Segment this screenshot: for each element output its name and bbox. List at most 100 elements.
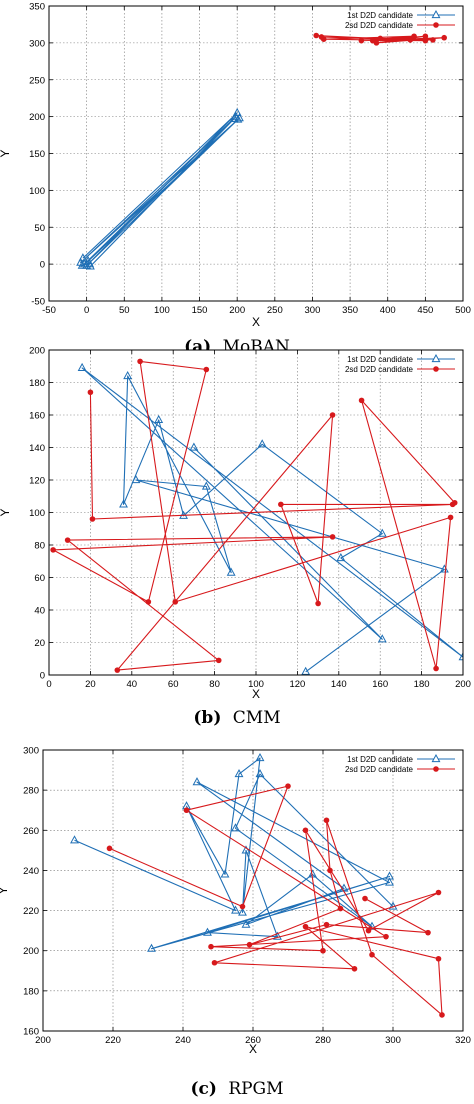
- panel-c-series-1-point: [231, 823, 240, 832]
- panel-a-series-2-point: [377, 35, 384, 42]
- panel-b-xtick-label: 180: [414, 679, 430, 690]
- panel-a-y-axis-label: Y: [0, 149, 12, 157]
- panel-a-series-1-point: [233, 114, 243, 123]
- panel-c-ytick-label: 300: [23, 746, 39, 757]
- panel-c-series-2-point: [362, 895, 368, 902]
- panel-c-series-1-point: [385, 877, 394, 886]
- panel-a-series-1-point: [78, 253, 88, 262]
- panel-b-series-1-point: [226, 567, 236, 576]
- panel-a-legend-label-1: 1st D2D candidate: [347, 11, 413, 20]
- panel-b-series-2-point: [329, 412, 336, 418]
- panel-a-series-1-point: [85, 259, 95, 268]
- panel-c-xtick-label: 200: [35, 1035, 51, 1046]
- panel-c-series-1-point: [241, 919, 251, 928]
- panel-c-series-2-point: [365, 927, 372, 934]
- panel-b-ytick-label: 180: [29, 378, 45, 389]
- panel-c-rpgm-chart: 200 220 240 260 280 300 320 160 180 200 220 240 260 2…: [0, 746, 471, 1057]
- panel-a-ytick-label: -50: [31, 297, 45, 308]
- panel-b-ytick-label: 60: [34, 573, 45, 584]
- panel-b-xtick-label: 80: [209, 679, 220, 690]
- panel-c-y-axis-label: Y: [0, 886, 10, 894]
- panel-c-xtick-label: 300: [385, 1035, 401, 1046]
- panel-b-legend-marker-1: [431, 353, 441, 363]
- panel-c-series-1-point: [231, 905, 240, 914]
- panel-c-legend-marker-2: [433, 766, 439, 772]
- panel-c-ytick-label: 220: [23, 906, 39, 917]
- panel-a-xtick-label: 200: [229, 305, 245, 316]
- panel-a-series-2-point: [422, 33, 429, 40]
- panel-b-series-2-point: [315, 600, 321, 607]
- panel-c-series-2-point: [320, 947, 326, 954]
- panel-b-series-2-point: [145, 599, 152, 605]
- panel-a-xtick-label: 150: [192, 305, 208, 316]
- panel-b-x-axis-label: X: [252, 687, 260, 701]
- panel-c-series-2-point: [183, 807, 190, 814]
- panel-b-series-2-point: [358, 397, 365, 404]
- panel-b-series-2-point: [278, 501, 284, 508]
- panel-b-series-1-point: [77, 362, 87, 371]
- panel-b-ytick-label: 100: [29, 508, 45, 519]
- panel-b-series-1-point: [377, 634, 387, 643]
- panel-c-legend-marker-1: [431, 753, 441, 763]
- panel-b-xtick-label: 120: [289, 679, 305, 690]
- panel-a-xtick-label: 450: [417, 305, 433, 316]
- panel-b-series-1-point: [301, 666, 311, 675]
- panel-b-series-1-point: [336, 552, 346, 562]
- panel-c-series-1-point: [203, 927, 212, 936]
- panel-a-ytick-label: 0: [40, 260, 45, 271]
- panel-b-series-2-point: [329, 534, 336, 540]
- panel-a-series-2-point: [369, 37, 376, 44]
- panel-a-xtick-label: 400: [380, 305, 396, 316]
- panel-b-legend-label-2: 2sd D2D candidate: [345, 365, 414, 374]
- panel-b-series-1-line: [81, 367, 463, 673]
- panel-b-caption-text: CMM: [233, 708, 281, 728]
- panel-b-ytick-label: 200: [29, 346, 45, 357]
- panel-a-series-1-point: [234, 113, 244, 122]
- panel-a-ytick-label: 50: [34, 223, 45, 234]
- panel-b-caption-label: (b): [193, 708, 221, 728]
- panel-a-xtick-label: 100: [154, 305, 170, 316]
- panel-b-series-2-point: [451, 499, 458, 506]
- panel-a-ytick-label: 200: [29, 112, 45, 123]
- panel-b-xtick-label: 40: [127, 679, 138, 690]
- panel-a-ytick-label: 150: [29, 149, 45, 160]
- panel-b-series-2-point: [87, 389, 94, 396]
- panel-c-xtick-label: 220: [105, 1035, 121, 1046]
- panel-c-series-2-point: [435, 955, 442, 962]
- panel-b-series-2-point: [50, 547, 56, 553]
- panel-c-series-2-point: [323, 817, 330, 824]
- panel-b-series-2-point: [89, 516, 96, 522]
- panel-a-series-2-point: [313, 32, 320, 39]
- panel-a-frame: [48, 5, 464, 302]
- panel-a-legend-label-2: 2sd D2D candidate: [345, 21, 414, 30]
- panel-a-legend-marker-1: [431, 9, 441, 19]
- panel-c-series-group: [70, 752, 445, 1018]
- panel-b-xtick-label: 0: [46, 679, 51, 690]
- panel-c-series-1-point: [220, 869, 230, 878]
- panel-a-series-2-point: [411, 33, 417, 40]
- panel-a-x-axis-label: X: [252, 315, 260, 329]
- panel-c-series-2-point: [369, 951, 375, 958]
- panel-b-ytick-label: 20: [34, 638, 45, 649]
- panel-c-series-2-point: [285, 783, 291, 789]
- panel-a-xtick-label: 0: [84, 305, 89, 316]
- panel-b-ytick-label: 40: [34, 606, 45, 617]
- panel-b-legend-marker-2: [433, 366, 439, 372]
- panel-c-ytick-label: 180: [23, 986, 39, 997]
- panel-c-ytick-label: 200: [23, 946, 39, 957]
- panel-c-series-2-point: [351, 965, 358, 972]
- panel-b-series-2-point: [172, 599, 179, 605]
- panel-c-x-axis-label: X: [249, 1042, 257, 1056]
- panel-a-xtick-label: 500: [455, 305, 471, 316]
- panel-a-series-2-point: [318, 34, 325, 40]
- panel-a-ytick-label: 300: [29, 38, 45, 49]
- panel-c-series-2-point: [439, 1012, 445, 1018]
- panel-b-xtick-label: 60: [168, 679, 179, 690]
- panel-b-cmm-chart: 0 20 40 60 80 100 120 140 160 180 200 0 20 40 60 80 100 1…: [0, 346, 471, 702]
- panel-c-series-1-point: [238, 907, 247, 916]
- panel-c-caption-label: (c): [190, 1079, 216, 1099]
- panel-b-series-2-point: [114, 667, 121, 673]
